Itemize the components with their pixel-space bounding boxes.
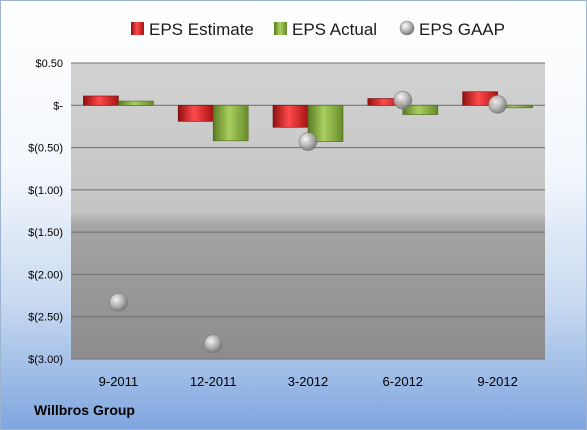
legend-label-eps-gaap: EPS GAAP xyxy=(419,20,505,39)
y-tick-label: $(2.00) xyxy=(28,269,63,281)
point-eps-gaap xyxy=(203,334,223,354)
y-tick-label: $(3.00) xyxy=(28,354,63,366)
y-tick-label: $(0.50) xyxy=(28,143,63,155)
y-tick-label: $(1.00) xyxy=(28,185,63,197)
legend-label-eps-actual: EPS Actual xyxy=(292,20,377,39)
x-axis-ticks: 9-2011 12-2011 3-2012 6-2012 9-2012 xyxy=(99,374,518,389)
bar-eps-estimate xyxy=(83,95,119,106)
bar-eps-actual xyxy=(118,100,154,106)
legend-swatch-eps-estimate xyxy=(131,22,144,35)
bar-eps-actual xyxy=(212,104,249,142)
x-tick-label: 9-2012 xyxy=(477,374,517,389)
bar-eps-estimate xyxy=(272,104,309,128)
point-eps-gaap xyxy=(109,293,128,312)
legend-label-eps-estimate: EPS Estimate xyxy=(149,20,254,39)
x-tick-label: 12-2011 xyxy=(190,374,237,389)
y-axis-ticks: $0.50 $- $(0.50) $(1.00) $(1.50) $(2.00) $(2.5… xyxy=(28,58,63,366)
y-tick-label: $0.50 xyxy=(35,58,63,70)
point-eps-gaap xyxy=(298,132,318,151)
bar-eps-actual xyxy=(402,104,439,115)
x-tick-label: 6-2012 xyxy=(383,374,423,389)
point-eps-gaap xyxy=(488,95,507,114)
legend-swatch-eps-actual xyxy=(274,22,287,35)
legend-marker-eps-gaap xyxy=(399,20,415,36)
y-tick-label: $- xyxy=(53,100,63,112)
bar-eps-estimate xyxy=(177,104,214,122)
x-tick-label: 9-2011 xyxy=(99,374,139,389)
gaap-points xyxy=(109,90,507,354)
y-tick-label: $(1.50) xyxy=(28,227,63,239)
x-tick-label: 3-2012 xyxy=(288,374,328,389)
legend: EPS Estimate EPS Actual EPS GAAP xyxy=(131,20,505,39)
point-eps-gaap xyxy=(393,90,413,110)
company-name: Willbros Group xyxy=(34,402,135,418)
y-tick-label: $(2.50) xyxy=(28,312,63,324)
